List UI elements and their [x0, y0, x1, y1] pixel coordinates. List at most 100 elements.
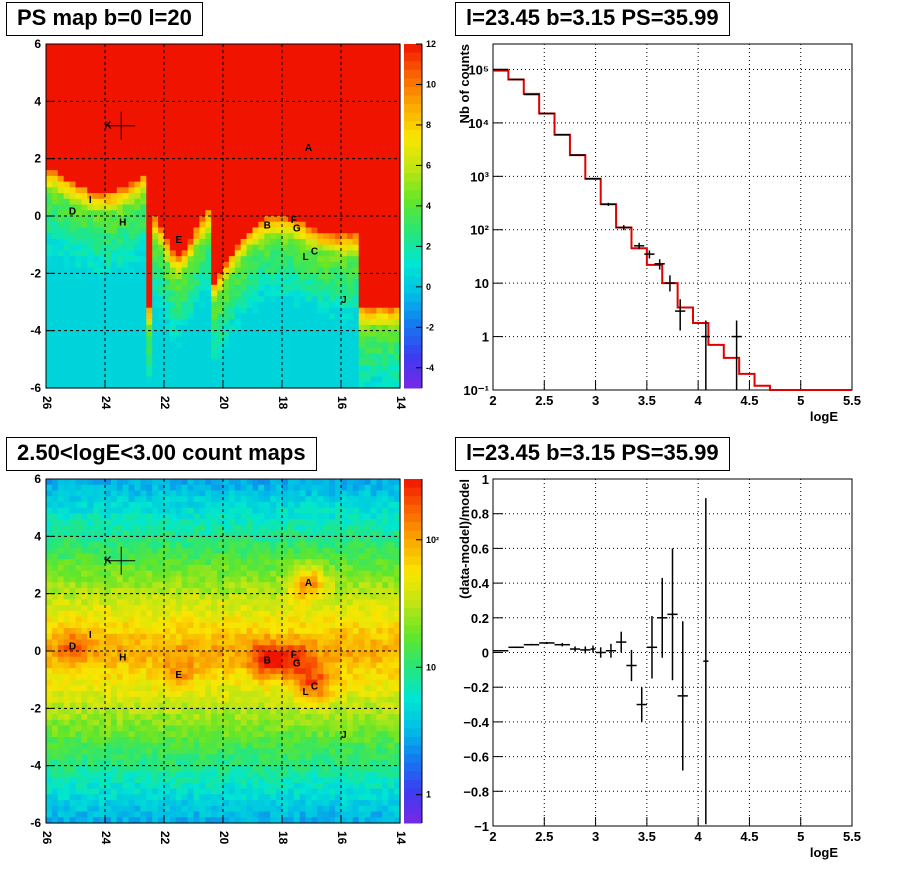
colorbar-band — [404, 139, 422, 148]
heatmap-cell — [170, 365, 177, 371]
heatmap-cell — [365, 78, 372, 84]
heatmap-cell — [140, 605, 147, 611]
heatmap-cell — [253, 61, 260, 67]
heatmap-cell — [312, 84, 319, 90]
heatmap-cell — [152, 737, 159, 743]
heatmap-cell — [70, 279, 77, 285]
heatmap-cell — [347, 50, 354, 56]
heatmap-cell — [76, 536, 83, 542]
heatmap-cell — [229, 273, 236, 279]
heatmap-cell — [152, 78, 159, 84]
heatmap-cell — [146, 67, 153, 73]
heatmap-cell — [329, 113, 336, 119]
heatmap-cell — [341, 170, 348, 176]
heatmap-cell — [76, 119, 83, 125]
heatmap-cell — [76, 182, 83, 188]
heatmap-cell — [223, 273, 230, 279]
heatmap-cell — [282, 113, 289, 119]
heatmap-cell — [247, 73, 254, 79]
heatmap-cell — [388, 273, 395, 279]
heatmap-cell — [76, 50, 83, 56]
heatmap-cell — [188, 359, 195, 365]
heatmap-cell — [117, 622, 124, 628]
heatmap-cell — [52, 73, 59, 79]
heatmap-cell — [365, 193, 372, 199]
heatmap-cell — [376, 273, 383, 279]
heatmap-cell — [253, 245, 260, 251]
heatmap-cell — [211, 291, 218, 297]
heatmap-cell — [170, 371, 177, 377]
heatmap-cell — [371, 296, 378, 302]
heatmap-cell — [388, 302, 395, 308]
heatmap-cell — [111, 513, 118, 519]
heatmap-cell — [270, 222, 277, 228]
heatmap-cell — [199, 90, 206, 96]
heatmap-cell — [359, 170, 366, 176]
colorbar-tick-label: 12 — [426, 39, 436, 49]
heatmap-cell — [140, 216, 147, 222]
heatmap-cell — [270, 279, 277, 285]
heatmap-cell — [52, 599, 59, 605]
heatmap-cell — [140, 296, 147, 302]
heatmap-cell — [194, 273, 201, 279]
heatmap-cell — [317, 199, 324, 205]
heatmap-cell — [111, 279, 118, 285]
heatmap-cell — [317, 130, 324, 136]
heatmap-cell — [264, 130, 271, 136]
heatmap-cell — [87, 107, 94, 113]
heatmap-cell — [205, 331, 212, 337]
heatmap-cell — [241, 170, 248, 176]
heatmap-cell — [129, 331, 136, 337]
heatmap-cell — [288, 193, 295, 199]
heatmap-cell — [129, 291, 136, 297]
colorbar-band — [404, 293, 422, 302]
heatmap-cell — [123, 812, 130, 818]
heatmap-cell — [152, 193, 159, 199]
heatmap-cell — [117, 119, 124, 125]
heatmap-cell — [140, 250, 147, 256]
heatmap-cell — [382, 124, 389, 130]
heatmap-cell — [300, 331, 307, 337]
heatmap-cell — [253, 336, 260, 342]
spectrum-title: l=23.45 b=3.15 PS=35.99 — [455, 2, 730, 36]
y-tick-label: 0 — [34, 209, 41, 223]
heatmap-cell — [388, 377, 395, 383]
heatmap-cell — [140, 611, 147, 617]
heatmap-cell — [247, 313, 254, 319]
heatmap-cell — [205, 205, 212, 211]
heatmap-cell — [111, 84, 118, 90]
heatmap-cell — [58, 187, 65, 193]
heatmap-cell — [117, 479, 124, 485]
heatmap-cell — [229, 113, 236, 119]
heatmap-cell — [365, 205, 372, 211]
heatmap-cell — [247, 50, 254, 56]
heatmap-cell — [129, 714, 136, 720]
heatmap-cell — [388, 101, 395, 107]
heatmap-cell — [329, 55, 336, 61]
heatmap-cell — [76, 359, 83, 365]
heatmap-cell — [64, 113, 70, 119]
heatmap-cell — [129, 319, 136, 325]
colorbar-band — [404, 113, 422, 122]
heatmap-cell — [347, 164, 354, 170]
heatmap-cell — [229, 159, 236, 165]
heatmap-cell — [87, 662, 94, 668]
heatmap-cell — [371, 216, 378, 222]
heatmap-cell — [58, 571, 65, 577]
heatmap-cell — [129, 233, 136, 239]
heatmap-cell — [270, 67, 277, 73]
heatmap-cell — [294, 256, 301, 262]
heatmap-cell — [129, 748, 136, 754]
heatmap-cell — [211, 377, 218, 383]
heatmap-cell — [111, 789, 118, 795]
heatmap-cell — [146, 250, 153, 256]
heatmap-cell — [52, 205, 59, 211]
heatmap-cell — [87, 565, 94, 571]
heatmap-cell — [300, 336, 307, 342]
heatmap-cell — [46, 245, 53, 251]
heatmap-cell — [176, 279, 183, 285]
heatmap-cell — [288, 205, 295, 211]
colorbar-band — [404, 182, 422, 191]
heatmap-cell — [211, 44, 218, 50]
